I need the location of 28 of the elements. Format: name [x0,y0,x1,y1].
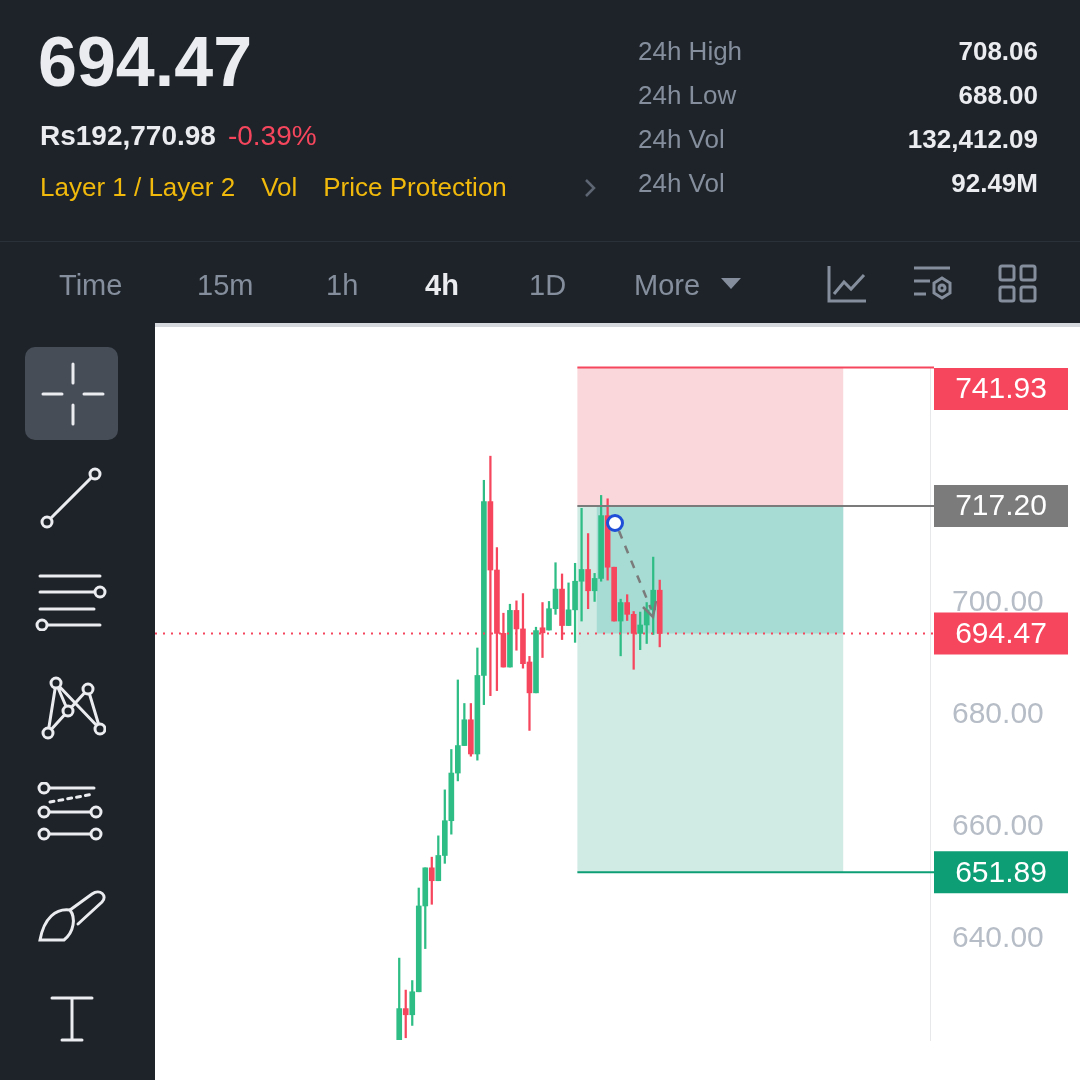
text: 132,412.09 [907,124,1038,154]
text: 15m [197,268,254,303]
text: 4h [425,268,459,303]
text: 24h Low [638,79,737,112]
text: 1D [529,268,567,303]
text: Price Protection [323,171,507,204]
text: 24h Vol [638,123,725,156]
text: -0.39% [227,119,317,153]
text: 24h High [638,35,743,68]
text: 688.00 [958,80,1038,110]
text: 708.06 [958,36,1038,66]
ref-line-label: 651.89 [955,854,1047,888]
y-tick-label: 660.00 [952,808,1044,842]
text: 1h [326,268,359,303]
ref-line-label: 717.20 [955,488,1047,522]
text: More [634,268,701,303]
text: Layer 1 / Layer 2 [40,171,236,204]
ref-line-label: 741.93 [955,371,1047,405]
text: 24h Vol [638,167,725,200]
ref-line-label: 694.47 [955,615,1047,649]
text: Vol [261,171,298,204]
y-tick-label: 680.00 [952,695,1044,729]
text: 92.49M [951,168,1038,198]
text: Rs192,770.98 [40,119,216,153]
y-tick-label: 700.00 [952,583,1044,617]
chart-title: 694.47 [38,22,253,102]
y-tick-label: 640.00 [952,920,1044,954]
text: Time [59,268,123,303]
